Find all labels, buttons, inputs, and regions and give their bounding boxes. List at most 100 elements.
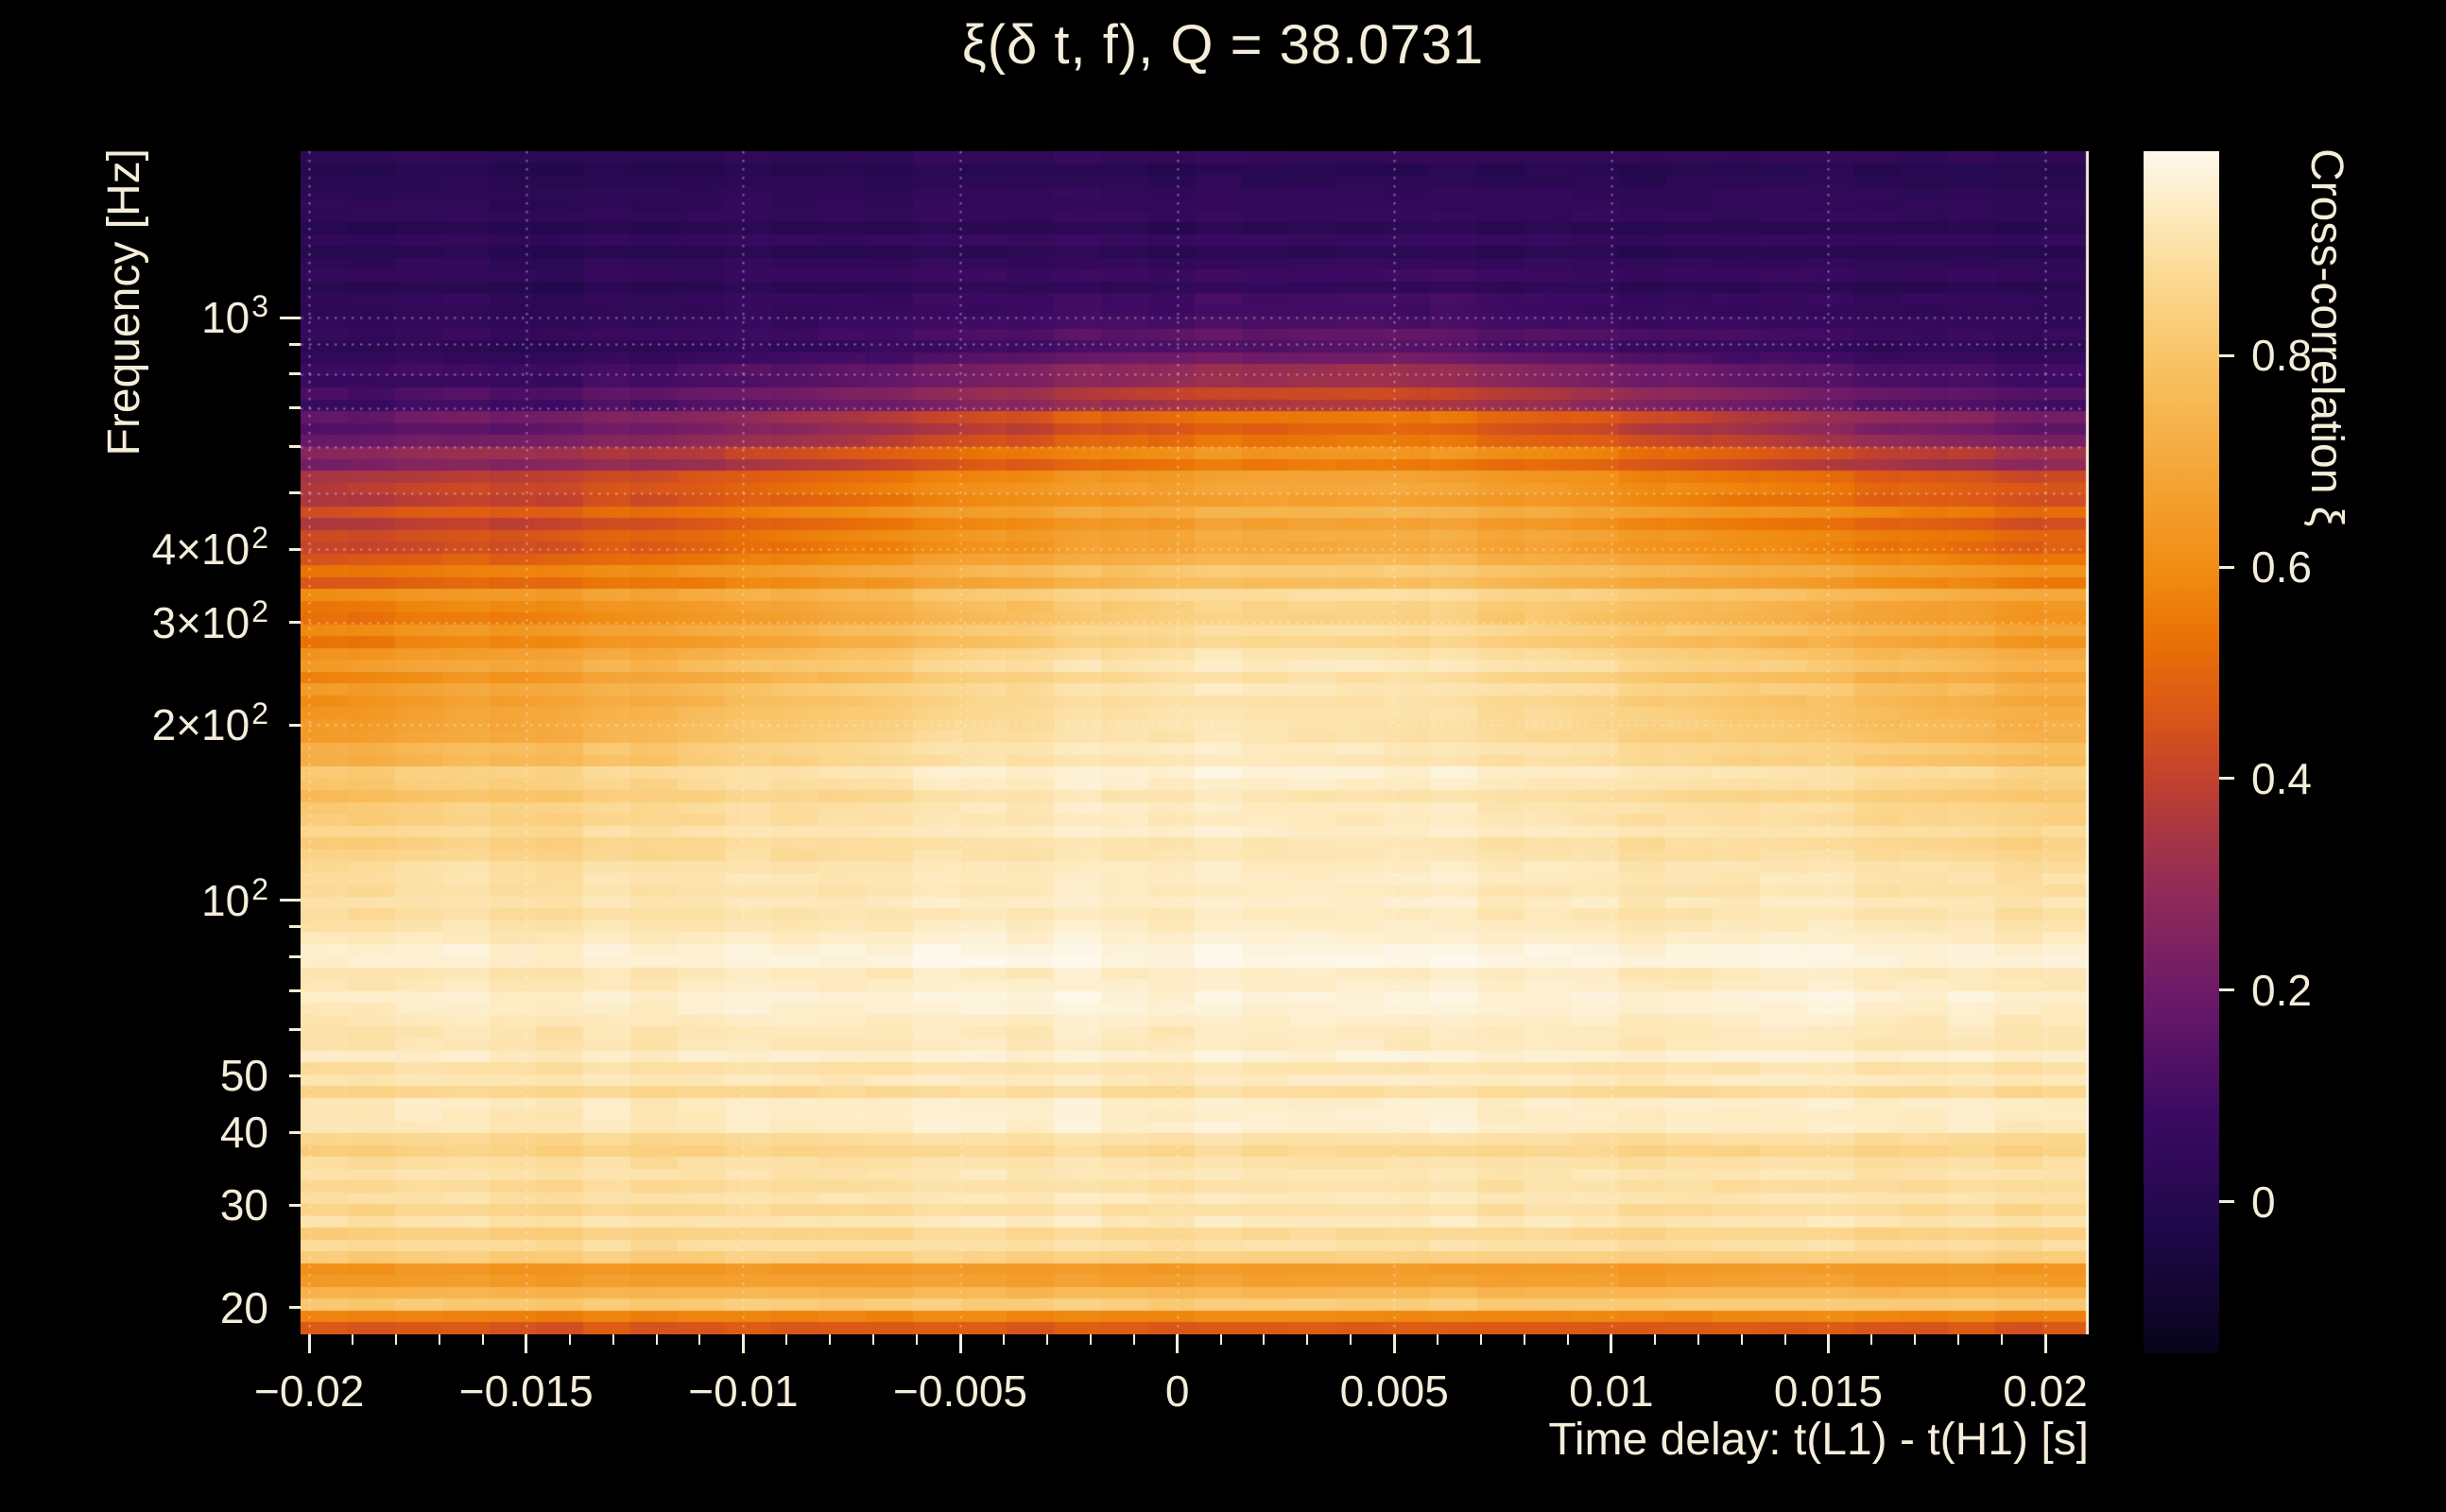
x-major-tick xyxy=(958,1334,962,1353)
x-minor-tick xyxy=(1914,1334,1917,1345)
x-major-tick xyxy=(741,1334,745,1353)
y-minor-tick xyxy=(289,1028,301,1032)
y-tick-label: 30 xyxy=(49,1180,268,1229)
x-minor-tick xyxy=(655,1334,658,1345)
x-minor-tick xyxy=(698,1334,701,1345)
x-minor-tick xyxy=(481,1334,484,1345)
x-minor-tick xyxy=(2001,1334,2004,1345)
x-major-tick xyxy=(1826,1334,1830,1353)
x-minor-tick xyxy=(829,1334,832,1345)
y-minor-tick xyxy=(289,621,301,625)
y-tick-label: 20 xyxy=(49,1283,268,1332)
y-tick-mantissa: 10 xyxy=(201,875,250,925)
y-minor-tick xyxy=(289,1203,301,1207)
colorbar-tick xyxy=(2219,988,2234,992)
x-minor-tick xyxy=(785,1334,788,1345)
x-minor-tick xyxy=(352,1334,354,1345)
colorbar-tick-label: 0.6 xyxy=(2251,542,2312,593)
y-tick-mantissa: 20 xyxy=(219,1282,268,1332)
x-minor-tick xyxy=(612,1334,614,1345)
y-tick-mantissa: 3×10 xyxy=(151,597,250,647)
x-minor-tick xyxy=(1480,1334,1483,1345)
x-minor-tick xyxy=(1350,1334,1352,1345)
colorbar-tick-label: 0 xyxy=(2251,1177,2276,1227)
x-minor-tick xyxy=(1089,1334,1092,1345)
y-tick-mantissa: 2×10 xyxy=(151,700,250,750)
x-tick-label: −0.005 xyxy=(893,1366,1028,1416)
colorbar-title: Cross-correlation ξ xyxy=(2301,148,2351,527)
y-tick-mantissa: 50 xyxy=(219,1051,268,1101)
y-minor-tick xyxy=(289,988,301,992)
colorbar-tick xyxy=(2219,777,2234,781)
x-minor-tick xyxy=(1437,1334,1439,1345)
y-tick-label: 40 xyxy=(49,1108,268,1157)
y-minor-tick xyxy=(289,925,301,929)
x-tick-label: −0.02 xyxy=(253,1366,365,1416)
x-major-tick xyxy=(2043,1334,2047,1353)
y-tick-label: 3×102 xyxy=(49,594,268,652)
colorbar-gradient xyxy=(2144,151,2219,1353)
y-minor-tick xyxy=(289,491,301,495)
x-minor-tick xyxy=(1957,1334,1960,1345)
x-minor-tick xyxy=(438,1334,440,1345)
y-minor-tick xyxy=(289,723,301,727)
y-tick-label: 103 xyxy=(49,289,268,347)
y-tick-exponent: 2 xyxy=(251,696,268,731)
colorbar-tick xyxy=(2219,565,2234,569)
x-minor-tick xyxy=(1653,1334,1656,1345)
chart-title: ξ(δ t, f), Q = 38.0731 xyxy=(961,14,1485,76)
x-minor-tick xyxy=(1306,1334,1309,1345)
x-minor-tick xyxy=(395,1334,398,1345)
y-tick-mantissa: 4×10 xyxy=(151,524,250,575)
x-major-tick xyxy=(1176,1334,1180,1353)
x-minor-tick xyxy=(916,1334,919,1345)
y-tick-mantissa: 10 xyxy=(201,293,250,343)
colorbar-tick xyxy=(2219,353,2234,357)
x-minor-tick xyxy=(1524,1334,1525,1345)
y-tick-exponent: 3 xyxy=(251,289,268,324)
y-tick-label: 2×102 xyxy=(49,696,268,754)
x-tick-label: 0.015 xyxy=(1773,1366,1884,1416)
x-major-tick xyxy=(307,1334,311,1353)
colorbar-tick xyxy=(2219,1200,2234,1204)
y-tick-label: 50 xyxy=(49,1051,268,1100)
x-tick-label: 0.01 xyxy=(1569,1366,1654,1416)
x-tick-label: −0.015 xyxy=(458,1366,594,1416)
x-minor-tick xyxy=(1566,1334,1569,1345)
x-tick-label: 0.005 xyxy=(1339,1366,1449,1416)
y-minor-tick xyxy=(289,1130,301,1134)
y-tick-exponent: 2 xyxy=(251,871,268,906)
colorbar-tick-label: 0.4 xyxy=(2251,753,2312,803)
x-minor-tick xyxy=(1045,1334,1048,1345)
y-minor-tick xyxy=(289,547,301,551)
y-tick-label: 102 xyxy=(49,872,268,930)
y-minor-tick xyxy=(289,1074,301,1077)
x-tick-label: 0 xyxy=(1164,1366,1190,1416)
x-minor-tick xyxy=(1783,1334,1786,1345)
y-tick-exponent: 2 xyxy=(251,521,268,556)
x-minor-tick xyxy=(568,1334,571,1345)
y-minor-tick xyxy=(289,955,301,958)
x-tick-label: −0.01 xyxy=(688,1366,799,1416)
heatmap-canvas xyxy=(301,151,2089,1334)
colorbar-tick-label: 0.2 xyxy=(2251,965,2312,1015)
y-minor-tick xyxy=(289,372,301,376)
x-axis-title: Time delay: t(L1) - t(H1) [s] xyxy=(1548,1415,2089,1465)
y-tick-exponent: 2 xyxy=(251,593,268,628)
x-minor-tick xyxy=(872,1334,875,1345)
x-major-tick xyxy=(1392,1334,1396,1353)
x-tick-label: 0.02 xyxy=(2003,1366,2088,1416)
x-major-tick xyxy=(1610,1334,1613,1353)
y-major-tick xyxy=(280,899,301,902)
y-minor-tick xyxy=(289,445,301,449)
y-minor-tick xyxy=(289,1306,301,1310)
y-major-tick xyxy=(280,316,301,319)
y-minor-tick xyxy=(289,406,301,410)
x-minor-tick xyxy=(1740,1334,1743,1345)
y-tick-mantissa: 40 xyxy=(219,1108,268,1158)
y-minor-tick xyxy=(289,342,301,346)
y-tick-label: 4×102 xyxy=(49,521,268,578)
y-tick-mantissa: 30 xyxy=(219,1180,268,1230)
x-minor-tick xyxy=(1697,1334,1699,1345)
